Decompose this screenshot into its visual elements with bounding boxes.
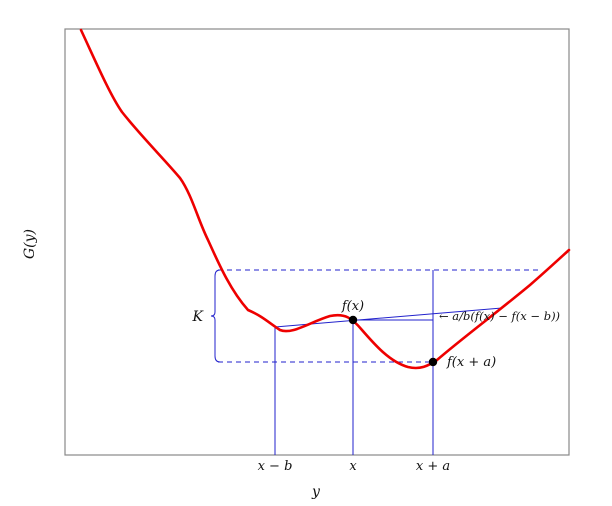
plot-frame bbox=[64, 28, 570, 456]
x-axis-label: y bbox=[311, 484, 321, 500]
g-curve bbox=[79, 28, 571, 370]
tick-x-minus-b: x − b bbox=[258, 459, 293, 474]
label-fx: f(x) bbox=[341, 299, 364, 314]
tick-x-plus-a: x + a bbox=[416, 459, 450, 474]
tick-x: x bbox=[349, 459, 357, 474]
label-k: K bbox=[192, 309, 205, 325]
label-slope: ← a/b(f(x) − f(x − b)) bbox=[439, 309, 560, 323]
k-brace bbox=[210, 269, 221, 363]
label-fxa: f(x + a) bbox=[446, 355, 496, 370]
point-fxa bbox=[428, 357, 438, 367]
y-axis-label: G(y) bbox=[22, 229, 38, 259]
point-fx bbox=[348, 315, 358, 325]
